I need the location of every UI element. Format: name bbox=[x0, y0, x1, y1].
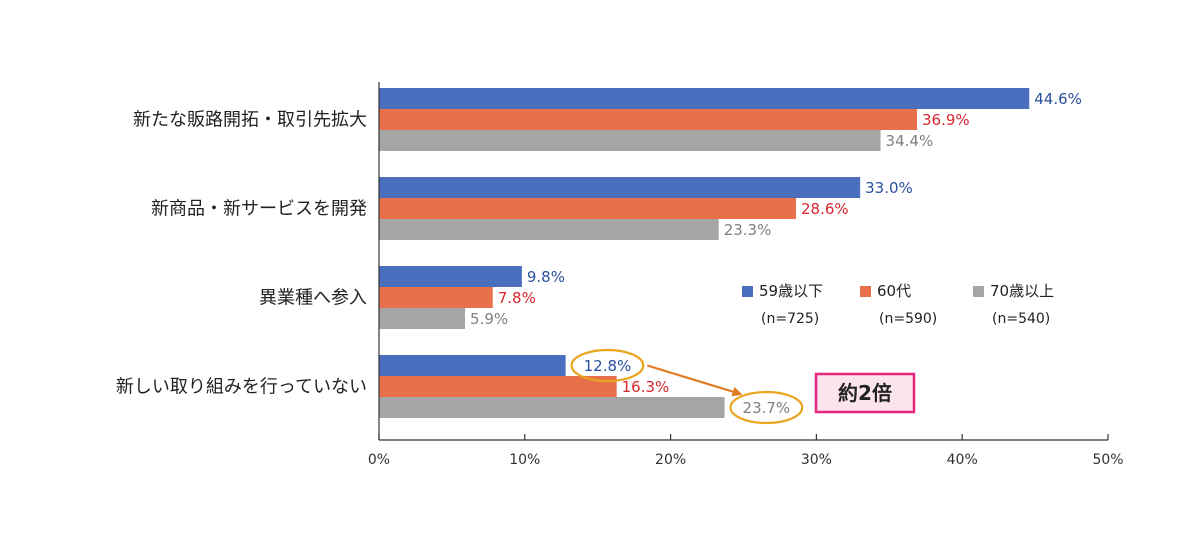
x-tick-label-3: 30% bbox=[801, 452, 832, 468]
value-label-0-1: 36.9% bbox=[922, 111, 970, 129]
highlight-ellipse-from bbox=[570, 348, 645, 383]
legend-swatch-0 bbox=[742, 286, 753, 297]
value-label-0-0: 44.6% bbox=[1034, 90, 1082, 108]
value-label-3-1: 16.3% bbox=[622, 378, 670, 396]
category-label-3: 新しい取り組みを行っていない bbox=[116, 377, 367, 398]
bar-2-1 bbox=[379, 287, 493, 308]
value-label-1-0: 33.0% bbox=[865, 179, 913, 197]
annotation-box bbox=[814, 372, 916, 414]
bar-0-2 bbox=[379, 130, 881, 151]
category-label-2: 異業種へ参入 bbox=[259, 288, 367, 309]
legend-n-1: (n=590) bbox=[879, 311, 937, 327]
value-label-3-2: 23.7% bbox=[743, 399, 791, 417]
bar-0-1 bbox=[379, 109, 918, 130]
x-tick-label-1: 10% bbox=[509, 452, 540, 468]
bar-1-0 bbox=[379, 177, 861, 198]
bar-3-2 bbox=[379, 397, 725, 418]
bar-0-0 bbox=[379, 88, 1030, 109]
value-label-2-1: 7.8% bbox=[498, 289, 536, 307]
annotation-text: 約2倍 bbox=[838, 381, 892, 405]
value-label-1-2: 23.3% bbox=[724, 221, 772, 239]
bar-2-0 bbox=[379, 266, 522, 287]
legend-label-0: 59歳以下 bbox=[759, 282, 823, 300]
x-tick-label-4: 40% bbox=[947, 452, 978, 468]
value-label-2-2: 5.9% bbox=[470, 310, 508, 328]
bar-2-2 bbox=[379, 308, 466, 329]
highlight-ellipse-to bbox=[729, 390, 804, 425]
legend-label-2: 70歳以上 bbox=[990, 282, 1054, 300]
value-label-2-0: 9.8% bbox=[527, 268, 565, 286]
bar-1-2 bbox=[379, 219, 719, 240]
legend-swatch-2 bbox=[973, 286, 984, 297]
x-tick-label-0: 0% bbox=[368, 452, 390, 468]
annotation-arrow bbox=[646, 364, 743, 397]
legend-n-0: (n=725) bbox=[761, 311, 819, 327]
legend-swatch-1 bbox=[860, 286, 871, 297]
x-tick-label-5: 50% bbox=[1092, 452, 1123, 468]
bar-3-0 bbox=[379, 355, 566, 376]
value-label-3-0: 12.8% bbox=[584, 357, 632, 375]
bar-3-1 bbox=[379, 376, 617, 397]
bar-1-1 bbox=[379, 198, 796, 219]
legend-label-1: 60代 bbox=[877, 282, 911, 300]
legend-n-2: (n=540) bbox=[992, 311, 1050, 327]
value-label-0-2: 34.4% bbox=[886, 132, 934, 150]
value-label-1-1: 28.6% bbox=[801, 200, 849, 218]
category-label-0: 新たな販路開拓・取引先拡大 bbox=[133, 110, 367, 131]
category-label-1: 新商品・新サービスを開発 bbox=[151, 199, 367, 220]
x-tick-label-2: 20% bbox=[655, 452, 686, 468]
